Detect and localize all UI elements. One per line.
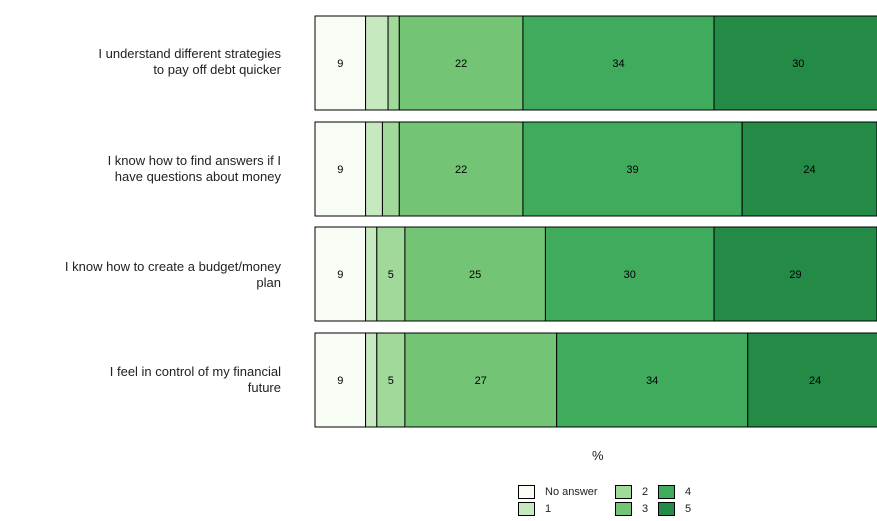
- legend-item-2: 2: [615, 485, 648, 499]
- data-label-4-3: 5: [388, 375, 394, 387]
- data-label-2-6: 24: [803, 164, 815, 176]
- bar-segment-1-5: [522, 15, 715, 111]
- bar-segment-4-6: [747, 332, 877, 428]
- bar-segment-2-6: [741, 121, 877, 217]
- bar-segment-3-6: [713, 226, 877, 322]
- data-label-4-4: 27: [475, 375, 487, 387]
- category-label-4: I feel in control of my financial future: [109, 364, 281, 395]
- bar-segment-3-1: [314, 226, 367, 322]
- data-label-4-6: 24: [809, 375, 821, 387]
- data-label-3-6: 29: [789, 269, 801, 281]
- legend-label-5: 5: [685, 503, 692, 515]
- legend-swatch-5: [658, 502, 675, 516]
- data-label-3-5: 30: [624, 269, 636, 281]
- data-label-4-5: 34: [646, 375, 658, 387]
- bar-segment-4-5: [556, 332, 749, 428]
- legend-label-2: 2: [642, 486, 649, 498]
- legend-item-1: 1: [518, 502, 551, 516]
- data-label-4-1: 9: [337, 375, 343, 387]
- data-label-3-3: 5: [388, 269, 394, 281]
- legend-swatch-3: [615, 502, 632, 516]
- bar-segment-1-3: [387, 15, 400, 111]
- data-label-3-4: 25: [469, 269, 481, 281]
- bar-segment-1-1: [314, 15, 367, 111]
- data-label-1-4: 22: [455, 58, 467, 70]
- legend-item-3: 3: [615, 502, 648, 516]
- legend-label-no-answer: No answer: [545, 486, 598, 498]
- data-label-2-5: 39: [626, 164, 638, 176]
- legend-swatch-no-answer: [518, 485, 535, 499]
- legend-label-3: 3: [642, 503, 649, 515]
- bar-segment-1-2: [365, 15, 389, 111]
- bar-segment-2-4: [398, 121, 524, 217]
- category-label-2: I know how to find answers if I have que…: [107, 153, 281, 184]
- bar-segment-2-2: [365, 121, 383, 217]
- bar-segment-3-4: [404, 226, 546, 322]
- bar-segment-4-3: [376, 332, 406, 428]
- data-label-3-1: 9: [337, 269, 343, 281]
- bar-segment-2-5: [522, 121, 743, 217]
- legend-label-1: 1: [545, 503, 552, 515]
- bar-segment-4-4: [404, 332, 558, 428]
- data-label-2-4: 22: [455, 164, 467, 176]
- bar-segment-1-6: [713, 15, 877, 111]
- x-axis-label: %: [592, 448, 604, 463]
- bar-segment-4-2: [365, 332, 378, 428]
- legend-swatch-1: [518, 502, 535, 516]
- legend-swatch-4: [658, 485, 675, 499]
- data-label-2-1: 9: [337, 164, 343, 176]
- category-label-1: I understand different strategies to pay…: [98, 46, 281, 77]
- data-label-1-6: 30: [792, 58, 804, 70]
- bar-segment-1-4: [398, 15, 524, 111]
- bar-segment-3-3: [376, 226, 406, 322]
- category-label-3: I know how to create a budget/money plan: [64, 259, 281, 290]
- legend-item-4: 4: [658, 485, 691, 499]
- legend-swatch-2: [615, 485, 632, 499]
- legend-item-no-answer: No answer: [518, 485, 598, 499]
- data-label-1-5: 34: [612, 58, 624, 70]
- legend-label-4: 4: [685, 486, 692, 498]
- bar-segment-2-3: [381, 121, 400, 217]
- data-label-1-1: 9: [337, 58, 343, 70]
- bar-segment-3-5: [544, 226, 715, 322]
- legend-item-5: 5: [658, 502, 691, 516]
- bar-segment-3-2: [365, 226, 378, 322]
